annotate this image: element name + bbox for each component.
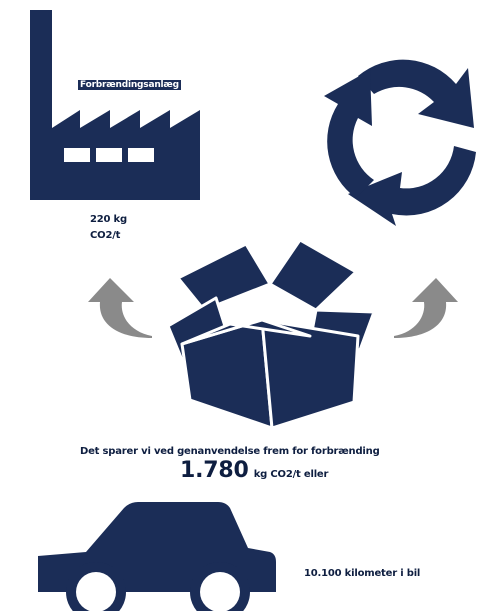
recycle-arrows-icon — [324, 59, 476, 226]
factory-label: Forbrændingsanlæg — [78, 80, 181, 90]
left-arrow-icon — [88, 278, 152, 338]
savings-big-value: 1.780 — [180, 458, 249, 483]
recycle-co2-unit: CO2/t — [397, 156, 428, 167]
factory-icon — [30, 10, 200, 200]
car-kilometer-label: 10.100 kilometer i bil — [304, 568, 421, 579]
recycle-co2-value: 2.000 kg — [387, 140, 435, 151]
savings-suffix: kg CO2/t eller — [253, 469, 329, 480]
savings-line: 1.780 kg CO2/t eller — [180, 458, 328, 483]
savings-description: Det sparer vi ved genanvendelse frem for… — [80, 446, 380, 457]
factory-co2-value: 220 kg — [90, 214, 127, 225]
factory-co2-unit: CO2/t — [90, 230, 121, 241]
right-arrow-icon — [394, 278, 458, 338]
cardboard-box-icon — [166, 238, 376, 430]
car-icon — [38, 502, 276, 611]
